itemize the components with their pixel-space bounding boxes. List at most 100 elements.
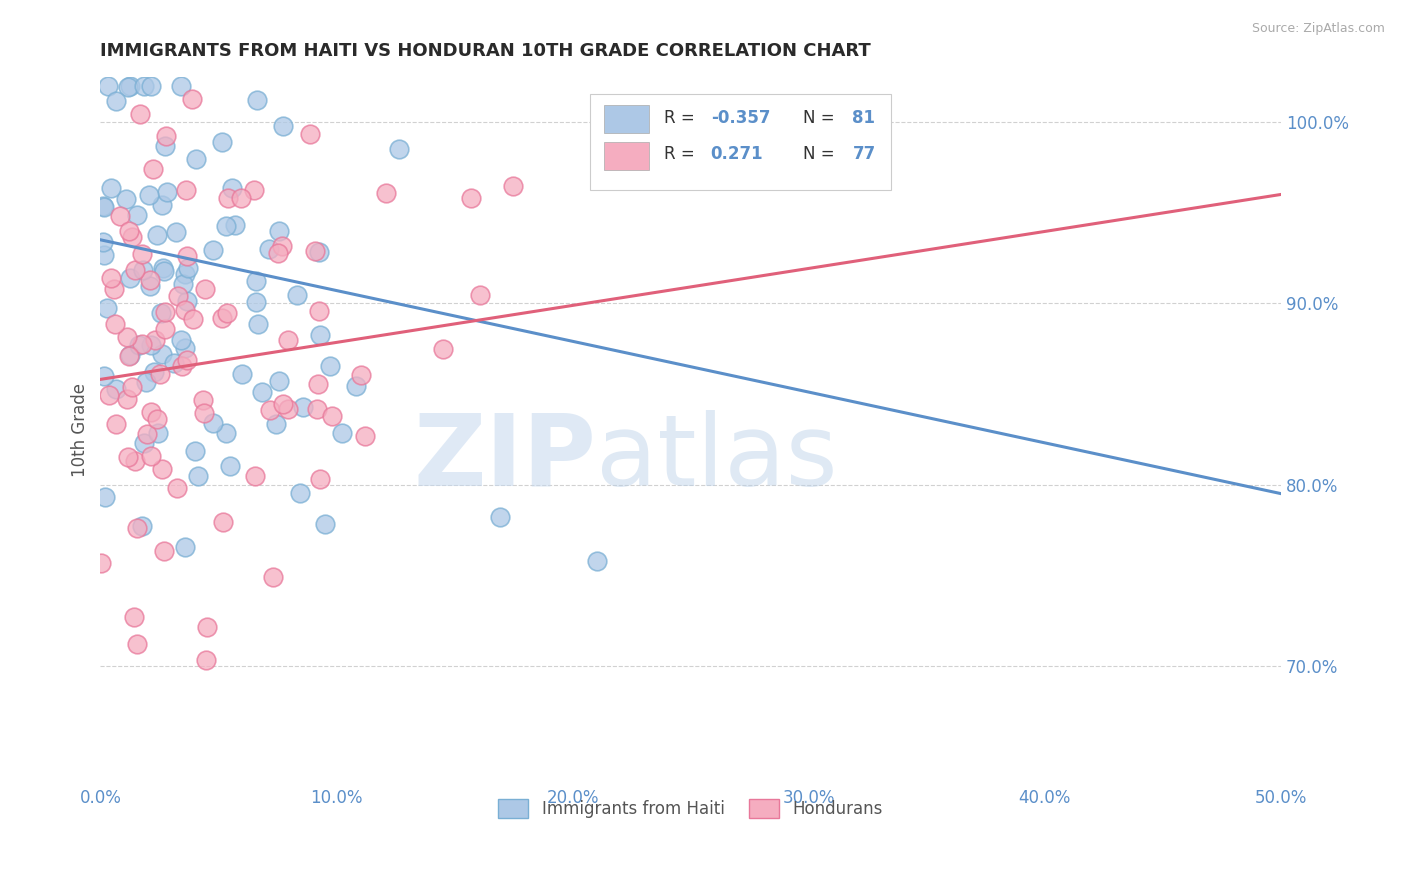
- Point: [308, 304, 330, 318]
- Point: [97, 388, 120, 402]
- Point: [115, 192, 138, 206]
- Point: [257, 242, 280, 256]
- Point: [460, 191, 482, 205]
- Text: R =: R =: [664, 145, 700, 163]
- Text: atlas: atlas: [596, 410, 838, 507]
- Text: IMMIGRANTS FROM HAITI VS HONDURAN 10TH GRADE CORRELATION CHART: IMMIGRANTS FROM HAITI VS HONDURAN 10TH G…: [100, 42, 872, 60]
- Point: [174, 540, 197, 554]
- Point: [215, 426, 238, 441]
- Point: [193, 406, 215, 420]
- Point: [165, 225, 187, 239]
- Point: [354, 429, 377, 443]
- Point: [93, 200, 115, 214]
- Point: [217, 191, 239, 205]
- Point: [145, 333, 167, 347]
- Point: [194, 282, 217, 296]
- Point: [139, 338, 162, 352]
- Point: [349, 368, 371, 382]
- Point: [96, 301, 118, 315]
- Point: [141, 162, 163, 177]
- Point: [245, 274, 267, 288]
- Point: [170, 78, 193, 93]
- Point: [153, 322, 176, 336]
- Point: [146, 425, 169, 440]
- Text: Source: ZipAtlas.com: Source: ZipAtlas.com: [1251, 22, 1385, 36]
- Point: [277, 333, 299, 347]
- Point: [177, 261, 200, 276]
- Point: [125, 637, 148, 651]
- Point: [149, 367, 172, 381]
- Point: [201, 244, 224, 258]
- Point: [118, 348, 141, 362]
- Point: [104, 317, 127, 331]
- Point: [104, 94, 127, 108]
- Point: [90, 557, 112, 571]
- Point: [97, 78, 120, 93]
- Point: [125, 521, 148, 535]
- Point: [150, 198, 173, 212]
- Point: [135, 426, 157, 441]
- Point: [131, 519, 153, 533]
- Y-axis label: 10th Grade: 10th Grade: [72, 384, 89, 477]
- Text: R =: R =: [664, 109, 700, 127]
- Point: [432, 343, 454, 357]
- Point: [321, 409, 343, 424]
- Point: [103, 282, 125, 296]
- Point: [131, 246, 153, 260]
- Point: [246, 94, 269, 108]
- Point: [344, 379, 367, 393]
- Point: [330, 425, 353, 440]
- Text: 77: 77: [852, 145, 876, 163]
- Point: [121, 230, 143, 244]
- Point: [128, 338, 150, 352]
- FancyBboxPatch shape: [591, 95, 891, 190]
- Point: [156, 185, 179, 199]
- Point: [305, 402, 328, 417]
- Point: [117, 224, 139, 238]
- Point: [174, 183, 197, 197]
- Point: [246, 317, 269, 331]
- Point: [121, 379, 143, 393]
- Point: [117, 79, 139, 94]
- Point: [166, 481, 188, 495]
- Point: [108, 209, 131, 223]
- Point: [176, 353, 198, 368]
- Point: [375, 186, 398, 201]
- Point: [117, 450, 139, 464]
- Point: [120, 271, 142, 285]
- Point: [388, 142, 411, 156]
- Point: [191, 392, 214, 407]
- Point: [180, 93, 202, 107]
- Bar: [605, 142, 650, 170]
- Point: [150, 461, 173, 475]
- Point: [117, 392, 139, 406]
- Point: [141, 404, 163, 418]
- Point: [153, 305, 176, 319]
- Point: [162, 356, 184, 370]
- Point: [298, 127, 321, 141]
- Point: [105, 382, 128, 396]
- Point: [211, 310, 233, 325]
- Point: [292, 400, 315, 414]
- Point: [195, 653, 218, 667]
- Point: [269, 224, 291, 238]
- Point: [176, 249, 198, 263]
- Point: [277, 402, 299, 417]
- Point: [141, 78, 163, 93]
- Point: [217, 306, 239, 320]
- Point: [127, 208, 149, 222]
- Point: [118, 78, 141, 93]
- Point: [91, 199, 114, 213]
- Point: [187, 469, 209, 483]
- Point: [174, 268, 197, 282]
- Point: [139, 279, 162, 293]
- Point: [269, 374, 291, 388]
- Point: [93, 248, 115, 262]
- Point: [176, 293, 198, 308]
- Point: [150, 347, 173, 361]
- Point: [170, 333, 193, 347]
- Point: [585, 554, 607, 568]
- Point: [288, 486, 311, 500]
- Text: ZIP: ZIP: [413, 410, 596, 507]
- Point: [502, 179, 524, 194]
